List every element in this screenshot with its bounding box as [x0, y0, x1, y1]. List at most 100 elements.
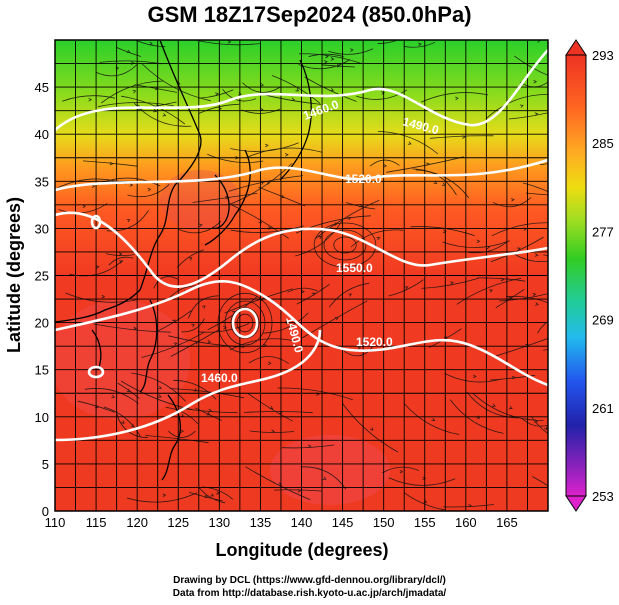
- streamline-arrow: [206, 412, 211, 416]
- streamline-arrow: [132, 90, 137, 94]
- streamline: [230, 225, 304, 233]
- streamline: [514, 55, 548, 76]
- streamline: [522, 182, 548, 193]
- streamline: [263, 312, 309, 334]
- y-tick-label: 20: [35, 316, 49, 331]
- streamline-arrow: [291, 97, 296, 102]
- streamline-arrow: [172, 319, 176, 323]
- streamline: [421, 92, 489, 103]
- streamline-arrow: [348, 293, 353, 297]
- credits: Drawing by DCL (https://www.gfd-dennou.o…: [0, 574, 619, 600]
- streamline-arrow: [532, 292, 537, 297]
- credit-line: Data from http://database.rish.kyoto-u.a…: [172, 588, 447, 599]
- x-tick-label: 135: [250, 515, 272, 530]
- streamline-arrow: [214, 92, 219, 96]
- streamline-arrow: [101, 294, 106, 299]
- streamline-arrow: [551, 195, 554, 198]
- streamline: [492, 197, 532, 208]
- streamline-arrow: [422, 476, 427, 481]
- streamline-arrow: [324, 60, 328, 64]
- streamline: [194, 40, 260, 46]
- streamline: [229, 338, 296, 351]
- streamline-arrow: [126, 388, 131, 393]
- streamline: [105, 253, 135, 256]
- streamline-arrow: [492, 403, 496, 407]
- streamline-arrow: [442, 229, 447, 234]
- streamline-arrow: [280, 194, 285, 199]
- streamline-arrow: [295, 88, 300, 92]
- streamline-arrow: [567, 33, 570, 36]
- y-tick-label: 25: [35, 269, 49, 284]
- streamline: [537, 321, 548, 334]
- streamline: [153, 276, 179, 289]
- streamline: [65, 292, 137, 303]
- streamline-arrow: [191, 324, 195, 328]
- streamline: [350, 229, 404, 248]
- streamline-arrow: [393, 37, 396, 40]
- streamline-arrow: [468, 503, 472, 508]
- y-tick-label: 30: [35, 221, 49, 236]
- streamline-arrow: [534, 112, 539, 116]
- streamline: [141, 331, 206, 358]
- streamline: [198, 487, 226, 504]
- streamline-arrow: [334, 317, 339, 321]
- streamline-arrow: [126, 219, 131, 223]
- y-tick-label: 10: [35, 410, 49, 425]
- streamline-arrow: [330, 57, 335, 61]
- streamline: [472, 393, 544, 421]
- y-tick-label: 45: [35, 80, 49, 95]
- streamline-arrow: [269, 406, 274, 410]
- streamline: [333, 236, 357, 254]
- y-tick-label: 0: [42, 504, 49, 519]
- streamline-arrow: [126, 49, 131, 54]
- streamline-arrow: [82, 204, 87, 209]
- streamline: [304, 76, 357, 102]
- contour-label: 1520.0: [356, 335, 393, 349]
- streamline-arrow: [91, 184, 96, 189]
- streamline-arrow: [533, 79, 538, 84]
- streamline: [403, 403, 460, 435]
- colorbar-tick-label: 253: [592, 489, 614, 504]
- x-tick-label: 145: [332, 515, 354, 530]
- credit-line: Drawing by DCL (https://www.gfd-dennou.o…: [173, 575, 446, 586]
- streamline: [82, 160, 138, 167]
- streamline-arrow: [551, 70, 554, 73]
- y-tick-label: 5: [42, 457, 49, 472]
- x-tick-label: 130: [208, 515, 230, 530]
- streamline-arrow: [204, 494, 209, 499]
- y-tick-label: 35: [35, 174, 49, 189]
- streamline-arrow: [399, 469, 404, 474]
- streamline: [247, 393, 293, 422]
- streamline-arrow: [227, 40, 232, 44]
- streamline: [198, 103, 240, 114]
- height-contours: [55, 49, 548, 442]
- streamline-arrow: [510, 198, 515, 202]
- streamline: [228, 203, 289, 239]
- x-tick-label: 165: [496, 515, 518, 530]
- streamline: [313, 222, 377, 268]
- streamline-arrow: [207, 339, 212, 344]
- streamline: [328, 282, 370, 308]
- streamline-arrow: [330, 87, 334, 92]
- streamline: [343, 344, 374, 357]
- streamline-arrow: [266, 181, 271, 185]
- streamline: [84, 388, 139, 404]
- streamline: [403, 41, 436, 48]
- streamline-arrow: [153, 108, 157, 113]
- streamline: [207, 153, 264, 163]
- streamline: [121, 95, 186, 125]
- streamline-arrow: [301, 289, 305, 294]
- streamline-arrow: [264, 143, 269, 148]
- streamline: [181, 318, 205, 333]
- colorbar-tick-label: 269: [592, 313, 614, 328]
- y-axis-label: Latitude (degrees): [4, 197, 24, 353]
- streamline-arrow: [180, 429, 185, 434]
- streamline-arrow: [554, 324, 557, 327]
- x-tick-label: 115: [86, 515, 107, 530]
- streamline: [466, 391, 519, 419]
- streamline-arrow: [109, 161, 114, 166]
- streamline: [176, 249, 204, 268]
- streamline-arrow: [111, 394, 116, 399]
- streamline: [386, 156, 464, 173]
